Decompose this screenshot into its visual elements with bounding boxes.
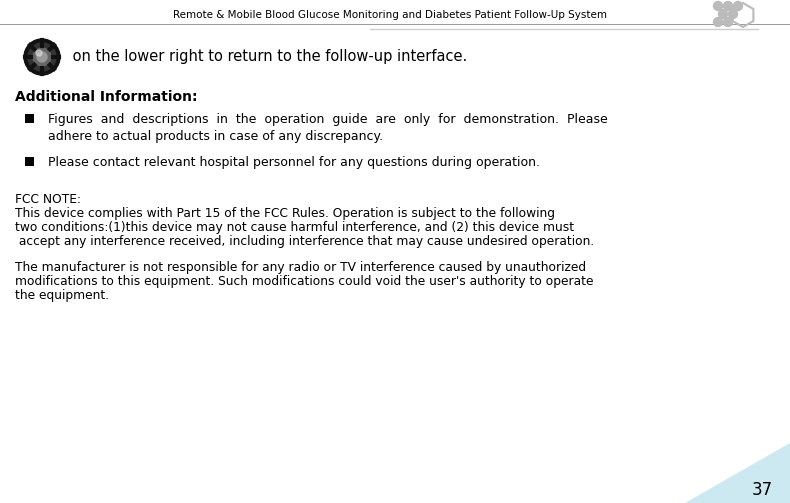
Circle shape — [724, 2, 732, 11]
Circle shape — [728, 10, 738, 19]
Text: the equipment.: the equipment. — [15, 289, 109, 302]
Circle shape — [724, 18, 732, 27]
Circle shape — [37, 52, 47, 62]
Text: adhere to actual products in case of any discrepancy.: adhere to actual products in case of any… — [48, 130, 383, 143]
Text: Please contact relevant hospital personnel for any questions during operation.: Please contact relevant hospital personn… — [48, 156, 540, 169]
Circle shape — [733, 2, 743, 11]
Circle shape — [28, 43, 56, 71]
Circle shape — [713, 2, 723, 11]
Text: Figures  and  descriptions  in  the  operation  guide  are  only  for  demonstra: Figures and descriptions in the operatio… — [48, 113, 608, 126]
Circle shape — [713, 18, 723, 27]
Text: on the lower right to return to the follow-up interface.: on the lower right to return to the foll… — [68, 48, 467, 63]
Circle shape — [718, 10, 728, 19]
Text: FCC NOTE:: FCC NOTE: — [15, 193, 81, 206]
Text: This device complies with Part 15 of the FCC Rules. Operation is subject to the : This device complies with Part 15 of the… — [15, 207, 555, 220]
Circle shape — [33, 48, 51, 66]
FancyBboxPatch shape — [25, 157, 34, 166]
Text: modifications to this equipment. Such modifications could void the user's author: modifications to this equipment. Such mo… — [15, 275, 593, 288]
Text: Remote & Mobile Blood Glucose Monitoring and Diabetes Patient Follow-Up System: Remote & Mobile Blood Glucose Monitoring… — [173, 10, 607, 20]
Text: accept any interference received, including interference that may cause undesire: accept any interference received, includ… — [15, 235, 594, 248]
Text: 37: 37 — [751, 481, 773, 499]
Text: Additional Information:: Additional Information: — [15, 90, 198, 104]
Polygon shape — [685, 443, 790, 503]
Text: The manufacturer is not responsible for any radio or TV interference caused by u: The manufacturer is not responsible for … — [15, 261, 586, 274]
FancyBboxPatch shape — [25, 114, 34, 123]
Circle shape — [24, 39, 60, 75]
Circle shape — [36, 50, 42, 56]
Text: two conditions:(1)this device may not cause harmful interference, and (2) this d: two conditions:(1)this device may not ca… — [15, 221, 574, 234]
